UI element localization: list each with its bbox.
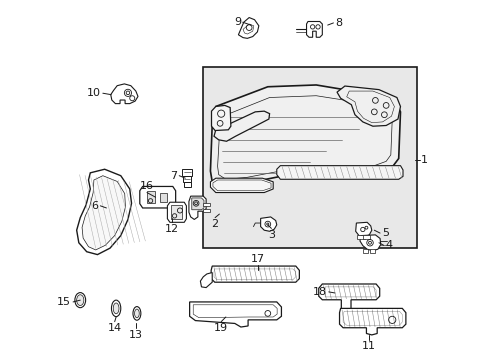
Polygon shape bbox=[200, 273, 212, 288]
Text: 18: 18 bbox=[312, 287, 326, 297]
Text: 12: 12 bbox=[164, 224, 179, 234]
Bar bbox=[362, 235, 369, 239]
Bar bbox=[203, 209, 209, 212]
Ellipse shape bbox=[75, 293, 85, 308]
Bar bbox=[171, 205, 182, 220]
Text: 15: 15 bbox=[57, 297, 71, 307]
Bar bbox=[362, 249, 367, 253]
Bar bbox=[147, 191, 155, 203]
Text: 13: 13 bbox=[129, 329, 143, 339]
Polygon shape bbox=[318, 284, 379, 311]
Text: 2: 2 bbox=[211, 220, 218, 229]
Bar bbox=[203, 203, 209, 206]
Polygon shape bbox=[167, 202, 186, 222]
Bar bbox=[159, 193, 167, 202]
Polygon shape bbox=[306, 22, 322, 37]
Polygon shape bbox=[211, 105, 230, 131]
Bar bbox=[183, 182, 190, 187]
Polygon shape bbox=[355, 222, 371, 237]
Polygon shape bbox=[210, 85, 400, 187]
Ellipse shape bbox=[113, 303, 119, 314]
Polygon shape bbox=[188, 196, 206, 220]
Text: 8: 8 bbox=[335, 18, 342, 28]
Text: 4: 4 bbox=[385, 240, 392, 250]
Text: 3: 3 bbox=[267, 230, 274, 240]
Polygon shape bbox=[211, 266, 299, 282]
Polygon shape bbox=[140, 186, 175, 208]
Polygon shape bbox=[217, 96, 391, 179]
Bar bbox=[203, 67, 416, 248]
Bar bbox=[369, 249, 375, 253]
Text: 19: 19 bbox=[214, 323, 228, 333]
Polygon shape bbox=[82, 176, 125, 250]
Text: 11: 11 bbox=[362, 341, 376, 351]
Polygon shape bbox=[210, 178, 273, 193]
Text: 14: 14 bbox=[107, 323, 122, 333]
Text: 7: 7 bbox=[170, 171, 177, 181]
Polygon shape bbox=[77, 169, 131, 255]
Ellipse shape bbox=[134, 309, 139, 318]
Text: 5: 5 bbox=[381, 228, 388, 238]
Polygon shape bbox=[238, 18, 258, 39]
Bar bbox=[182, 169, 192, 176]
Ellipse shape bbox=[133, 307, 141, 320]
Text: 9: 9 bbox=[233, 17, 241, 27]
Ellipse shape bbox=[77, 295, 83, 306]
Polygon shape bbox=[276, 166, 402, 179]
Polygon shape bbox=[214, 111, 269, 141]
Polygon shape bbox=[336, 86, 400, 126]
Polygon shape bbox=[260, 217, 276, 231]
Bar bbox=[183, 176, 191, 182]
Text: 10: 10 bbox=[87, 88, 101, 98]
Ellipse shape bbox=[111, 300, 121, 317]
Polygon shape bbox=[110, 84, 138, 104]
Polygon shape bbox=[189, 302, 281, 327]
Text: 16: 16 bbox=[140, 181, 154, 191]
Text: 1: 1 bbox=[421, 155, 427, 165]
Polygon shape bbox=[339, 309, 405, 335]
Polygon shape bbox=[359, 235, 380, 251]
Polygon shape bbox=[191, 198, 203, 210]
Text: 6: 6 bbox=[91, 201, 99, 211]
Text: 17: 17 bbox=[250, 253, 264, 264]
Bar bbox=[357, 235, 364, 239]
